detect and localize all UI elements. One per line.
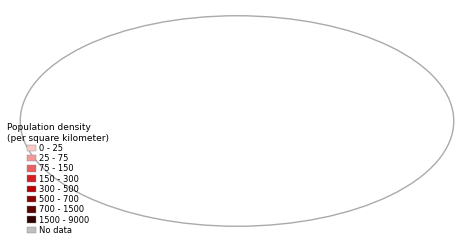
Ellipse shape (20, 16, 454, 226)
Legend: 0 - 25, 25 - 75, 75 - 150, 150 - 300, 300 - 500, 500 - 700, 700 - 1500, 1500 - 9: 0 - 25, 25 - 75, 75 - 150, 150 - 300, 30… (6, 121, 111, 236)
